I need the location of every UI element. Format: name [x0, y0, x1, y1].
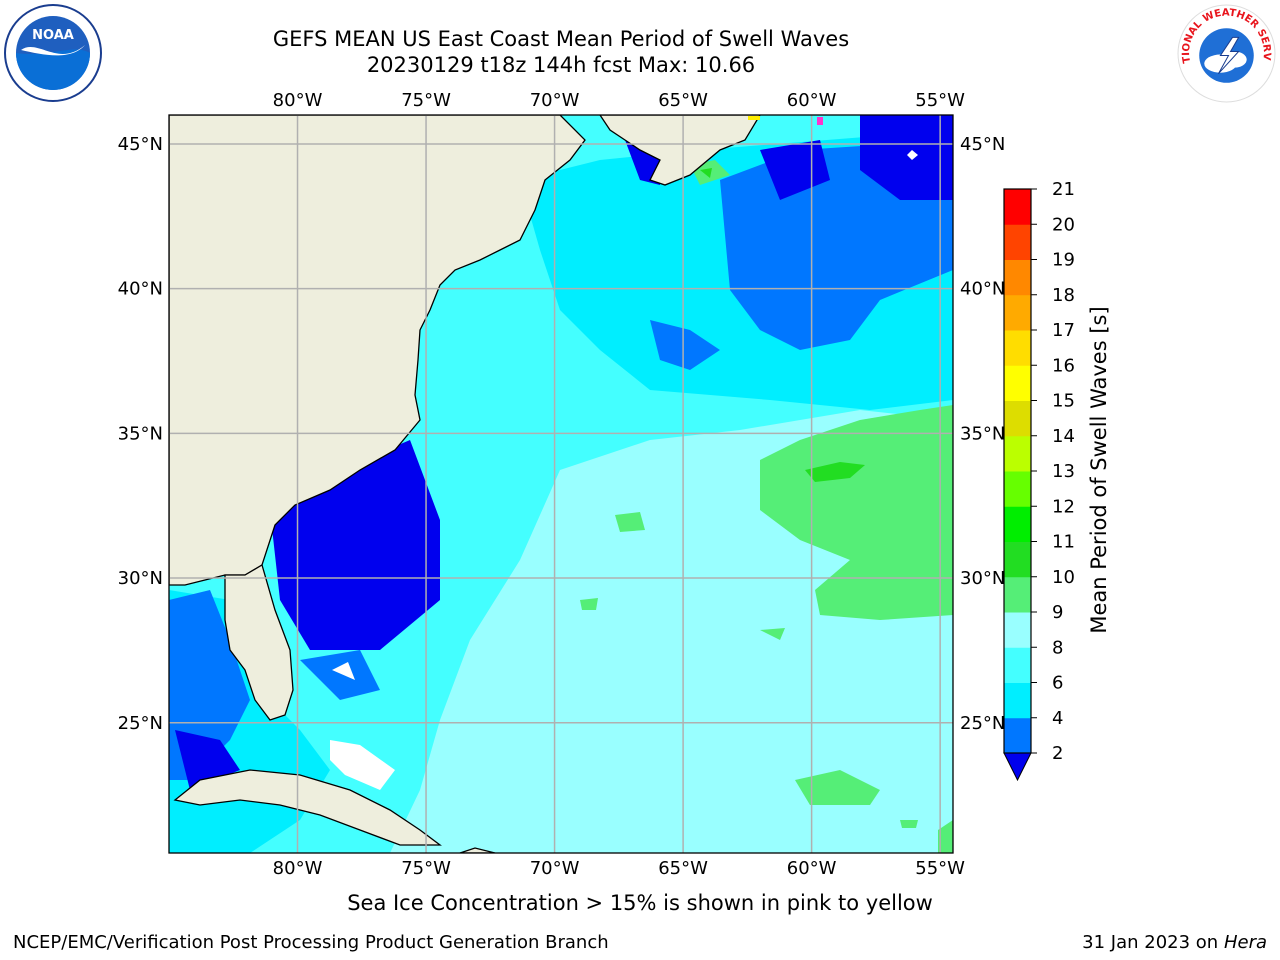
colorbar-swatch [1004, 576, 1031, 613]
colorbar-swatch [1004, 647, 1031, 683]
credit-text: NCEP/EMC/Verification Post Processing Pr… [13, 932, 609, 953]
lat-label-left: 25°N [118, 713, 163, 734]
colorbar-tick-label: 20 [1052, 214, 1075, 235]
colorbar-tick-label: 21 [1052, 179, 1075, 200]
lon-label-top: 55°W [915, 90, 965, 111]
lon-label-bottom: 75°W [401, 858, 451, 879]
forecast-info: 20230129 t18z 144h fcst Max: 10.66 [366, 53, 756, 77]
lat-label-right: 45°N [960, 134, 1005, 155]
lat-label-right: 25°N [960, 713, 1005, 734]
colorbar-swatch [1004, 541, 1031, 578]
colorbar-swatch [1004, 682, 1031, 719]
lon-label-top: 65°W [658, 90, 708, 111]
lat-label-right: 30°N [960, 568, 1005, 589]
colorbar-swatch [1004, 224, 1031, 260]
colorbar-swatch [1004, 435, 1031, 472]
colorbar-tick-label: 15 [1052, 391, 1075, 412]
lat-label-left: 40°N [118, 279, 163, 300]
lon-label-top: 75°W [401, 90, 451, 111]
lat-label-left: 45°N [118, 134, 163, 155]
colorbar-tick-label: 19 [1052, 250, 1075, 271]
colorbar-swatch [1004, 330, 1031, 366]
lat-label-right: 40°N [960, 279, 1005, 300]
lon-label-bottom: 70°W [530, 858, 580, 879]
host-name: Hera [1223, 932, 1267, 953]
latitude-labels-right: 45°N 40°N 35°N 30°N 25°N [960, 134, 1005, 734]
map-gridlines [169, 115, 953, 853]
colorbar-swatch [1004, 506, 1031, 542]
latitude-labels-left: 45°N 40°N 35°N 30°N 25°N [118, 134, 163, 734]
colorbar-swatch [1004, 717, 1031, 754]
map-frame [168, 114, 954, 854]
longitude-labels-bottom: 80°W 75°W 70°W 65°W 60°W 55°W [273, 858, 966, 879]
date-text: 31 Jan 2023 on [1082, 932, 1224, 953]
lon-label-bottom: 80°W [273, 858, 323, 879]
colorbar: 2 4 6 8 9 10 11 12 13 14 15 16 17 18 19 20 21 [1003, 179, 1075, 782]
nws-logo-icon: NATIONAL WEATHER SERVICE [1176, 3, 1276, 103]
colorbar-tick-label: 17 [1052, 320, 1075, 341]
colorbar-tick-label: 11 [1052, 532, 1075, 553]
colorbar-tick-label: 2 [1052, 743, 1063, 764]
colorbar-tick-label: 6 [1052, 673, 1063, 694]
colorbar-swatch [1004, 189, 1031, 225]
colorbar-extend-arrow [1003, 752, 1032, 782]
lat-label-left: 30°N [118, 568, 163, 589]
colorbar-swatch [1004, 294, 1031, 331]
map-area [169, 115, 953, 853]
noaa-logo-text: NOAA [32, 28, 74, 43]
colorbar-tick-label: 16 [1052, 355, 1075, 376]
colorbar-swatch [1004, 365, 1031, 401]
lon-label-bottom: 60°W [787, 858, 837, 879]
sea-ice-note: Sea Ice Concentration > 15% is shown in … [347, 891, 933, 915]
date-stamp: 31 Jan 2023 on Hera [1082, 932, 1267, 953]
colorbar-tick-label: 13 [1052, 461, 1075, 482]
colorbar-tick-label: 14 [1052, 426, 1075, 447]
colorbar-tick-label: 18 [1052, 285, 1075, 306]
lon-label-bottom: 55°W [915, 858, 965, 879]
noaa-logo-icon: NOAA [4, 4, 102, 102]
lon-label-top: 80°W [273, 90, 323, 111]
lat-label-right: 35°N [960, 423, 1005, 444]
lon-label-top: 70°W [530, 90, 580, 111]
lat-label-left: 35°N [118, 423, 163, 444]
colorbar-tick-label: 8 [1052, 637, 1063, 658]
colorbar-tick-label: 4 [1052, 708, 1063, 729]
lon-label-top: 60°W [787, 90, 837, 111]
colorbar-swatch [1004, 259, 1031, 296]
colorbar-swatch [1004, 612, 1031, 648]
colorbar-swatch [1004, 400, 1031, 437]
colorbar-tick-label: 12 [1052, 496, 1075, 517]
colorbar-swatch [1004, 471, 1031, 507]
colorbar-label: Mean Period of Swell Waves [s] [1087, 306, 1111, 633]
longitude-labels-top: 80°W 75°W 70°W 65°W 60°W 55°W [273, 90, 966, 111]
lon-label-bottom: 65°W [658, 858, 708, 879]
map-title: GEFS MEAN US East Coast Mean Period of S… [272, 27, 850, 51]
colorbar-tick-label: 9 [1052, 602, 1063, 623]
colorbar-tick-label: 10 [1052, 567, 1075, 588]
